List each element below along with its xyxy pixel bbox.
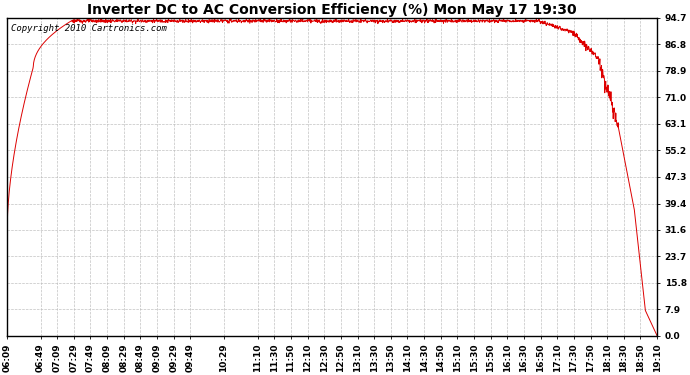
Text: Copyright 2010 Cartronics.com: Copyright 2010 Cartronics.com [10,24,166,33]
Title: Inverter DC to AC Conversion Efficiency (%) Mon May 17 19:30: Inverter DC to AC Conversion Efficiency … [88,3,577,17]
